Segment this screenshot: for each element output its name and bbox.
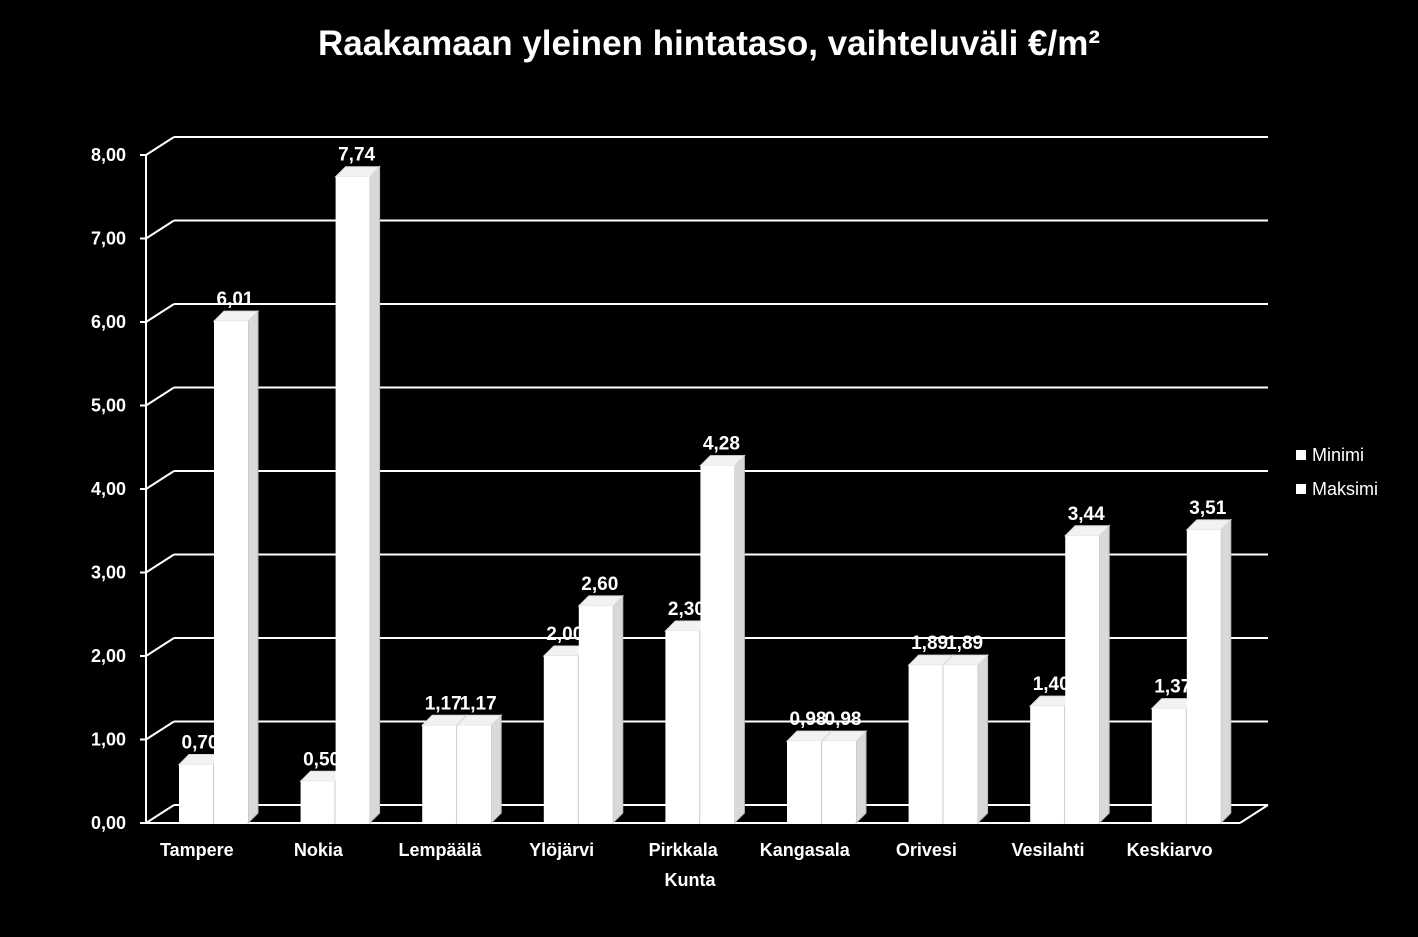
bar-side-face (977, 653, 989, 825)
bar-side-face (612, 594, 624, 825)
category-label: Tampere (160, 840, 234, 860)
y-tick-label: 3,00 (91, 563, 126, 583)
category-label: Orivesi (896, 840, 957, 860)
gridline-diag-6 (145, 303, 175, 323)
bar-side-face (733, 454, 745, 825)
category-label: Ylöjärvi (529, 840, 594, 860)
bar-side-face (247, 309, 259, 825)
data-label-maksimi: 0,98 (825, 709, 862, 730)
gridline-diag-4 (145, 470, 175, 490)
bar-front-face (1065, 535, 1100, 823)
chart-title: Raakamaan yleinen hintataso, vaihteluväl… (318, 24, 1100, 63)
bar-front-face (543, 656, 578, 823)
gridline-diag-2 (145, 637, 175, 657)
bar-side-face (1220, 518, 1232, 825)
data-label-minimi: 1,17 (425, 693, 462, 714)
legend-item-minimi: Minimi (1296, 438, 1378, 472)
y-tick-label: 0,00 (91, 813, 126, 833)
y-tick-label: 8,00 (91, 145, 126, 165)
bar-maksimi (1063, 524, 1111, 825)
gridline-diag-7 (145, 219, 175, 240)
data-label-minimi: 0,70 (182, 733, 219, 754)
bar-front-face (787, 741, 821, 823)
data-label-minimi: 2,00 (546, 624, 583, 645)
data-label-minimi: 1,40 (1033, 674, 1070, 695)
bar-maksimi (820, 729, 868, 825)
legend-item-maksimi: Maksimi (1296, 472, 1378, 506)
legend-label-minimi: Minimi (1312, 444, 1364, 465)
data-label-maksimi: 7,74 (338, 145, 375, 166)
data-label-minimi: 0,50 (303, 749, 340, 770)
data-label-maksimi: 4,28 (703, 434, 740, 455)
legend-swatch-minimi (1296, 450, 1306, 460)
legend: Minimi Maksimi (1296, 438, 1378, 506)
bar-front-face (578, 605, 613, 823)
bar-maksimi (334, 165, 381, 825)
bar-front-face (1186, 529, 1221, 823)
category-label: Lempäälä (398, 840, 482, 860)
bar-side-face (490, 714, 502, 825)
bar-front-face (214, 321, 248, 823)
y-tick-label: 2,00 (91, 646, 126, 666)
x-axis-label: Kunta (665, 870, 717, 890)
y-tick-label: 6,00 (91, 312, 126, 332)
y-tick-label: 7,00 (91, 229, 126, 249)
data-label-maksimi: 3,44 (1068, 504, 1105, 525)
legend-label-maksimi: Maksimi (1312, 478, 1378, 499)
data-label-maksimi: 2,60 (581, 574, 618, 595)
bars-layer (177, 165, 1233, 825)
bar-front-face (1030, 706, 1065, 823)
gridline-diag-3 (145, 553, 175, 574)
category-labels: Tampere Nokia Lempäälä Ylöjärvi Pirkkala Kang… (160, 840, 1213, 860)
bar-maksimi (942, 653, 989, 825)
bar-front-face (908, 665, 943, 823)
category-label: Vesilahti (1011, 840, 1084, 860)
data-label-maksimi: 6,01 (217, 289, 254, 310)
y-tick-label: 5,00 (91, 396, 126, 416)
y-tick-label: 1,00 (91, 730, 126, 750)
bar-front-face (422, 725, 457, 823)
bar-maksimi (455, 714, 503, 825)
floor-edge (1239, 804, 1269, 824)
data-label-minimi: 0,98 (790, 709, 827, 730)
bar-front-face (300, 781, 335, 823)
bar-maksimi (699, 454, 746, 825)
gridline-diag-0 (145, 804, 175, 824)
bar-front-face (1151, 708, 1186, 823)
data-label-minimi: 1,37 (1154, 677, 1191, 698)
category-label: Keskiarvo (1127, 840, 1213, 860)
bar-front-face (822, 741, 856, 823)
gridline-diag-1 (145, 720, 175, 741)
data-labels: 0,70 6,01 0,50 7,74 1,171,17 2,00 2,60 2,30 4,28… (182, 145, 1227, 771)
bar-maksimi (212, 309, 260, 825)
data-label-maksimi: 1,17 (460, 693, 497, 714)
bar-front-face (179, 764, 213, 823)
data-label-minimi: 2,30 (668, 599, 705, 620)
gridline-diag-5 (145, 386, 175, 407)
data-label-minimi: 1,89 (911, 633, 948, 654)
bar-front-face (943, 665, 978, 823)
bar-side-face (369, 165, 381, 825)
category-label: Nokia (294, 840, 344, 860)
data-label-maksimi: 3,51 (1189, 498, 1226, 519)
category-label: Kangasala (760, 840, 851, 860)
data-label-maksimi: 1,89 (946, 633, 983, 654)
bar-front-face (335, 176, 370, 823)
bar-side-face (1098, 524, 1110, 825)
bar-front-face (457, 725, 492, 823)
y-tick-label: 4,00 (91, 479, 126, 499)
ticks-layer: 0,00 1,00 2,00 3,00 4,00 5,00 6,00 7,00 8,00 (91, 145, 126, 833)
bar-front-face (700, 465, 735, 823)
bar-front-face (665, 630, 700, 823)
bar-maksimi (1185, 518, 1233, 825)
bar-side-face (855, 729, 867, 825)
legend-swatch-maksimi (1296, 484, 1306, 494)
category-label: Pirkkala (649, 840, 719, 860)
bar-maksimi (577, 594, 625, 825)
gridline-diag-8 (145, 136, 175, 156)
